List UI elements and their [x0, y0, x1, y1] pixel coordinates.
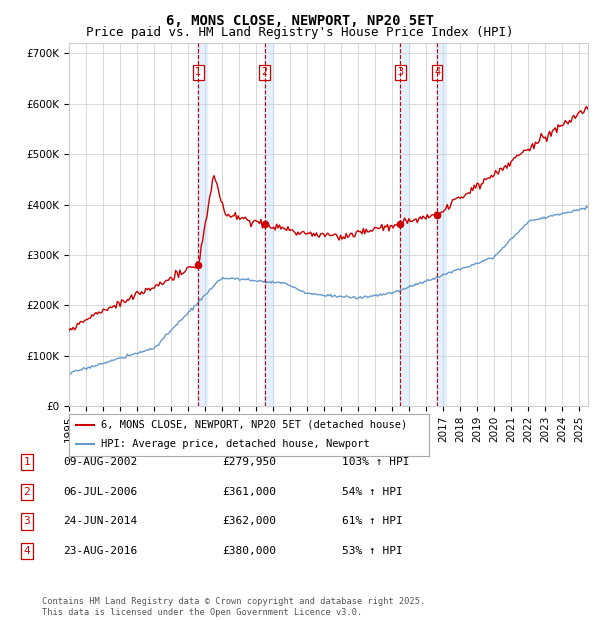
Text: 103% ↑ HPI: 103% ↑ HPI — [342, 457, 409, 467]
Text: 3: 3 — [397, 68, 403, 78]
Text: 06-JUL-2006: 06-JUL-2006 — [63, 487, 137, 497]
Bar — [197, 43, 207, 406]
Text: 23-AUG-2016: 23-AUG-2016 — [63, 546, 137, 556]
Text: 4: 4 — [23, 546, 31, 556]
Text: HPI: Average price, detached house, Newport: HPI: Average price, detached house, Newp… — [101, 440, 370, 450]
Text: 1: 1 — [23, 457, 31, 467]
Text: 6, MONS CLOSE, NEWPORT, NP20 5ET (detached house): 6, MONS CLOSE, NEWPORT, NP20 5ET (detach… — [101, 420, 407, 430]
Text: 54% ↑ HPI: 54% ↑ HPI — [342, 487, 403, 497]
Text: 4: 4 — [434, 68, 440, 78]
Text: 53% ↑ HPI: 53% ↑ HPI — [342, 546, 403, 556]
Bar — [436, 43, 446, 406]
Text: 2: 2 — [23, 487, 31, 497]
Text: £279,950: £279,950 — [222, 457, 276, 467]
Text: 3: 3 — [23, 516, 31, 526]
Text: 2: 2 — [262, 68, 268, 78]
Text: Contains HM Land Registry data © Crown copyright and database right 2025.
This d: Contains HM Land Registry data © Crown c… — [42, 598, 425, 617]
Text: Price paid vs. HM Land Registry's House Price Index (HPI): Price paid vs. HM Land Registry's House … — [86, 26, 514, 39]
Text: 1: 1 — [195, 68, 202, 78]
Bar — [264, 43, 273, 406]
Text: 61% ↑ HPI: 61% ↑ HPI — [342, 516, 403, 526]
Text: 6, MONS CLOSE, NEWPORT, NP20 5ET: 6, MONS CLOSE, NEWPORT, NP20 5ET — [166, 14, 434, 28]
Text: 09-AUG-2002: 09-AUG-2002 — [63, 457, 137, 467]
Text: £361,000: £361,000 — [222, 487, 276, 497]
Text: 24-JUN-2014: 24-JUN-2014 — [63, 516, 137, 526]
Bar — [400, 43, 409, 406]
Text: £380,000: £380,000 — [222, 546, 276, 556]
Text: £362,000: £362,000 — [222, 516, 276, 526]
